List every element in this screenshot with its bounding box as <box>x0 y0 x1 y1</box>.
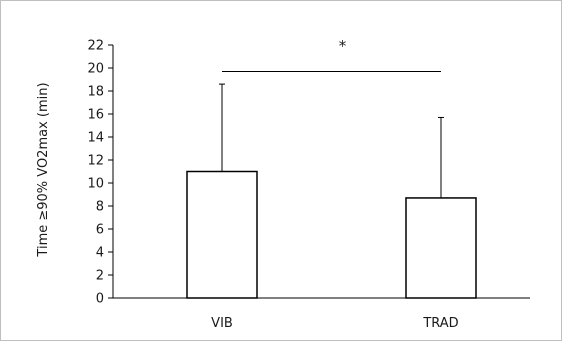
y-tick-label: 20 <box>87 62 104 77</box>
bar-trad <box>405 197 477 299</box>
y-tick-label: 0 <box>96 292 104 307</box>
bar-vib <box>186 170 258 299</box>
y-tick-label: 8 <box>96 200 104 215</box>
y-tick-label: 22 <box>87 39 104 54</box>
y-tick-label: 16 <box>87 108 104 123</box>
y-tick-label: 12 <box>87 154 104 169</box>
y-tick-label: 10 <box>87 177 104 192</box>
category-label-vib: VIB <box>211 316 233 331</box>
y-tick-label: 14 <box>87 131 104 146</box>
y-tick-label: 6 <box>96 223 104 238</box>
y-axis-title: Time ≥90% VO2max (min) <box>36 82 51 257</box>
y-tick-label: 2 <box>96 269 104 284</box>
significance-label: * <box>339 37 347 55</box>
category-label-trad: TRAD <box>422 316 458 331</box>
y-tick-label: 4 <box>96 246 104 261</box>
y-tick-label: 18 <box>87 85 104 100</box>
